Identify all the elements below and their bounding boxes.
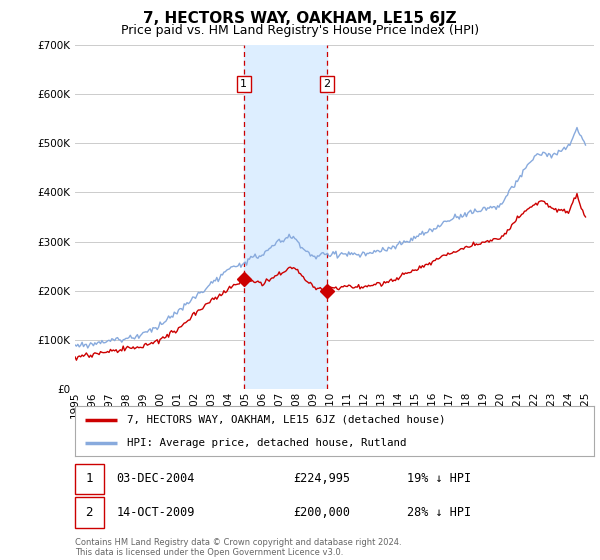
Text: 1: 1 — [85, 472, 93, 486]
Text: Price paid vs. HM Land Registry's House Price Index (HPI): Price paid vs. HM Land Registry's House … — [121, 24, 479, 36]
Text: Contains HM Land Registry data © Crown copyright and database right 2024.: Contains HM Land Registry data © Crown c… — [75, 538, 401, 547]
Text: 1: 1 — [241, 79, 247, 89]
Text: 2: 2 — [85, 506, 93, 519]
Text: 7, HECTORS WAY, OAKHAM, LE15 6JZ (detached house): 7, HECTORS WAY, OAKHAM, LE15 6JZ (detach… — [127, 414, 445, 424]
Text: 7, HECTORS WAY, OAKHAM, LE15 6JZ: 7, HECTORS WAY, OAKHAM, LE15 6JZ — [143, 11, 457, 26]
Text: £224,995: £224,995 — [293, 472, 350, 486]
Text: 2: 2 — [323, 79, 330, 89]
Text: 03-DEC-2004: 03-DEC-2004 — [116, 472, 195, 486]
Bar — [75, 464, 104, 494]
Bar — [244, 45, 326, 389]
Text: 28% ↓ HPI: 28% ↓ HPI — [407, 506, 471, 519]
Text: This data is licensed under the Open Government Licence v3.0.: This data is licensed under the Open Gov… — [75, 548, 343, 557]
Text: 14-OCT-2009: 14-OCT-2009 — [116, 506, 195, 519]
Text: £200,000: £200,000 — [293, 506, 350, 519]
Bar — [75, 497, 104, 528]
Text: HPI: Average price, detached house, Rutland: HPI: Average price, detached house, Rutl… — [127, 438, 406, 448]
Text: 19% ↓ HPI: 19% ↓ HPI — [407, 472, 471, 486]
